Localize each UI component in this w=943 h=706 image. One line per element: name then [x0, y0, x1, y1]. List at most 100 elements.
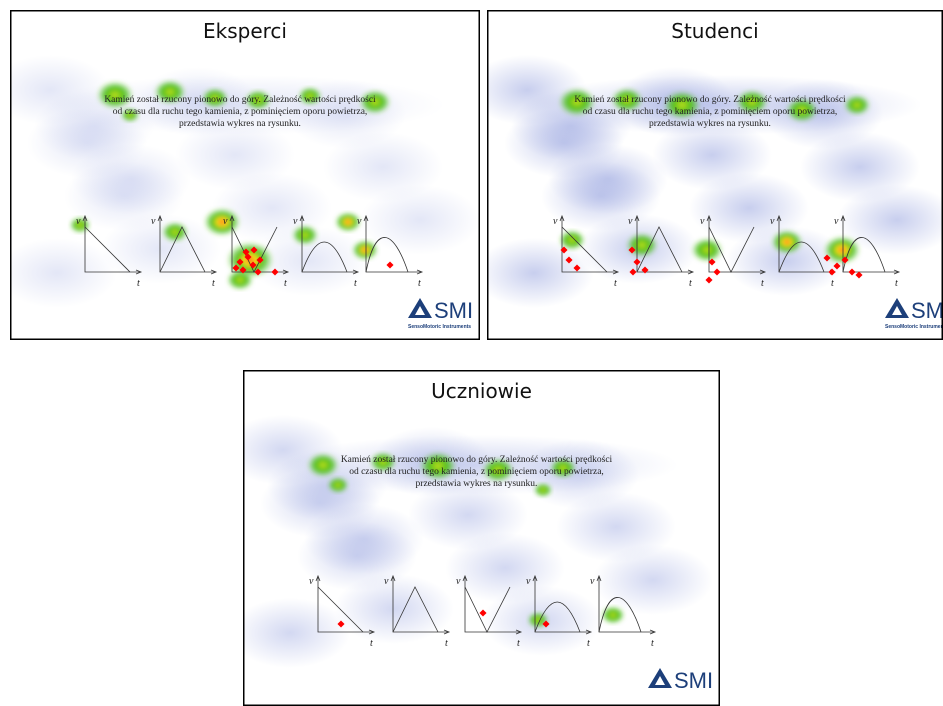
fixation: [848, 268, 856, 276]
haze: [726, 226, 846, 296]
panel: Studenci Kamień został rzucony pionowo do…: [487, 10, 943, 340]
graph-curve: [598, 597, 642, 633]
fixation: [833, 262, 841, 270]
graph-axes: [708, 217, 764, 273]
graph-curve: [231, 226, 278, 273]
fixation: [841, 256, 849, 264]
axis-label-t: t: [370, 638, 373, 649]
heat-spot: [786, 98, 818, 122]
panel-border: [243, 370, 720, 706]
axis-label-t: t: [614, 278, 617, 289]
graph-curve: [534, 601, 581, 633]
graph-curve: [778, 241, 825, 273]
haze: [101, 214, 221, 284]
heat-spot: [558, 88, 596, 116]
fixation: [479, 609, 487, 617]
fixation: [633, 258, 641, 266]
logo-mark: [885, 298, 909, 318]
heat-spot: [533, 483, 553, 497]
haze: [304, 504, 424, 574]
fixation: [823, 254, 831, 262]
fixation: [713, 268, 721, 276]
question-line: od czasu dla ruchu tego kamienia, z pomi…: [583, 107, 838, 117]
heat-spot: [298, 87, 322, 105]
haze: [593, 545, 713, 615]
heat-spot: [307, 453, 339, 477]
question-line: od czasu dla ruchu tego kamienia, z pomi…: [349, 467, 604, 477]
heat-spot: [352, 240, 378, 260]
logo-mark: [408, 298, 432, 318]
graph-curve: [464, 586, 511, 633]
arrow: [229, 214, 290, 275]
axis-label-v: v: [293, 216, 298, 227]
fixation: [705, 276, 713, 284]
arrow: [634, 214, 695, 275]
haze: [323, 132, 443, 202]
axis-label-t: t: [831, 278, 834, 289]
fixation: [565, 256, 573, 264]
graph-curve: [84, 226, 131, 273]
heat-spot: [370, 452, 396, 472]
fixation: [239, 266, 247, 274]
graph-curve: [159, 226, 206, 273]
fixation: [242, 248, 250, 256]
heat-spot: [663, 91, 701, 119]
panel-title: Eksperci: [203, 19, 287, 43]
graph-curve: [561, 226, 608, 273]
fixation: [236, 258, 244, 266]
logo-text: SMI: [674, 668, 713, 693]
heat-spot: [327, 477, 349, 493]
haze: [278, 435, 678, 495]
axis-label-t: t: [354, 278, 357, 289]
axis-label-v: v: [770, 216, 775, 227]
arrow: [363, 214, 424, 275]
heat-spot: [611, 88, 643, 112]
axis-label-v: v: [223, 216, 228, 227]
graph-axes: [561, 217, 617, 273]
graph-curve: [301, 241, 348, 273]
haze: [556, 492, 676, 562]
fixation: [708, 258, 716, 266]
arrow: [462, 574, 523, 635]
haze: [548, 144, 668, 214]
graph-axes: [464, 577, 520, 633]
arrow: [596, 574, 657, 635]
fixation: [828, 268, 836, 276]
heat-spot: [359, 90, 391, 114]
arrow: [706, 214, 767, 275]
heat-spot: [736, 90, 768, 114]
haze: [652, 120, 772, 190]
heat-spot: [202, 88, 228, 108]
panel-title: Uczniowie: [431, 379, 532, 403]
graph-curve: [365, 237, 409, 273]
axis-label-t: t: [517, 638, 520, 649]
heat-spot: [203, 208, 241, 236]
fixation: [232, 264, 240, 272]
arrow: [532, 574, 593, 635]
haze: [243, 598, 350, 668]
haze: [800, 132, 920, 202]
axis-label-v: v: [834, 216, 839, 227]
logo-text: SMI: [911, 298, 943, 323]
axis-label-v: v: [628, 216, 633, 227]
heat-spot: [335, 212, 361, 232]
arrow: [157, 214, 218, 275]
axis-label-v: v: [384, 576, 389, 587]
axis-label-t: t: [587, 638, 590, 649]
axis-label-v: v: [151, 216, 156, 227]
panel-border: [10, 10, 480, 340]
graph-curve: [392, 586, 439, 633]
heat-spot: [691, 238, 723, 262]
graph-curve: [636, 226, 683, 273]
arrow: [840, 214, 901, 275]
fixation: [256, 256, 264, 264]
axis-label-v: v: [456, 576, 461, 587]
axis-label-t: t: [689, 278, 692, 289]
heat-spot: [626, 233, 658, 257]
axis-label-t: t: [212, 278, 215, 289]
panel-title: Studenci: [671, 19, 758, 43]
heat-spot: [559, 230, 585, 250]
axis-label-v: v: [76, 216, 81, 227]
panel: Eksperci Kamień został rzucony pionowo do…: [10, 10, 480, 340]
logo-caption: SensoMotoric Instruments: [885, 324, 943, 330]
